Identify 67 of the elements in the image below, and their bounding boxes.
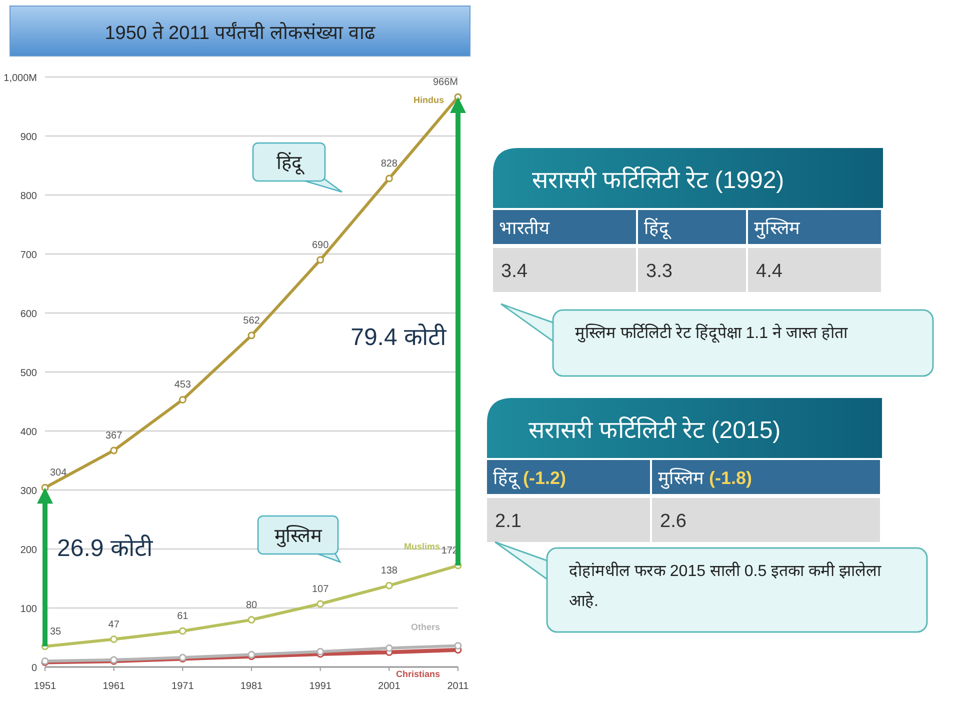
x-tick-label: 1991 bbox=[309, 681, 332, 692]
data-label: 2.1 bbox=[495, 511, 522, 532]
y-tick-label: 1,000M bbox=[4, 73, 37, 84]
data-label: 828 bbox=[380, 158, 398, 170]
data-label: 367 bbox=[105, 430, 123, 442]
series-label: Others bbox=[410, 622, 440, 632]
point bbox=[385, 174, 393, 182]
data-label: 80 bbox=[246, 600, 258, 611]
y-tick-label: 500 bbox=[20, 368, 38, 379]
x-tick-label: 1951 bbox=[34, 681, 57, 692]
text: सरासरी फर्टिलिटी रेट (2015) bbox=[528, 416, 781, 444]
point bbox=[178, 627, 186, 635]
category-label: मुस्लिम bbox=[754, 217, 801, 239]
data-label: 4.4 bbox=[756, 261, 783, 282]
data-label: 2.6 bbox=[660, 511, 686, 532]
data-label: 966M bbox=[432, 77, 458, 88]
y-tick-label: 800 bbox=[20, 191, 38, 202]
y-tick-label: 900 bbox=[20, 132, 38, 143]
data-label: 453 bbox=[174, 380, 192, 391]
text: Muslims bbox=[404, 542, 440, 552]
point bbox=[110, 446, 118, 454]
y-tick-label: 200 bbox=[20, 545, 38, 556]
point bbox=[316, 648, 324, 656]
y-tick-label: 700 bbox=[20, 250, 38, 261]
y-tick-label: 600 bbox=[20, 309, 38, 320]
x-tick-label: 1981 bbox=[240, 681, 264, 692]
annotation: 26.9 कोटी bbox=[57, 534, 154, 562]
y-tick-label: 100 bbox=[20, 604, 38, 615]
data-label: 107 bbox=[312, 584, 330, 595]
data-label: 562 bbox=[243, 315, 260, 326]
annotation: हिंदू bbox=[276, 151, 306, 175]
x-tick-label: 2001 bbox=[378, 681, 401, 692]
point bbox=[454, 642, 462, 650]
point bbox=[316, 600, 324, 608]
data-label: 690 bbox=[312, 240, 330, 251]
point bbox=[248, 332, 256, 340]
text: दोहांमधील फरक 2015 साली 0.5 इतका कमी झालेला आहे. bbox=[569, 561, 882, 610]
annotation: 79.4 कोटी bbox=[350, 323, 447, 351]
series-label: Christians bbox=[396, 669, 440, 679]
y-tick-label: 400 bbox=[20, 427, 38, 438]
point bbox=[316, 256, 324, 264]
annotation: मुस्लिम bbox=[274, 524, 322, 548]
x-tick-label: 2011 bbox=[447, 681, 470, 692]
x-tick-label: 1961 bbox=[102, 681, 126, 692]
point bbox=[178, 396, 186, 404]
category-label: भारतीय bbox=[499, 217, 550, 238]
data-label: 304 bbox=[50, 468, 68, 479]
point bbox=[110, 636, 118, 644]
point bbox=[248, 616, 256, 624]
data-label: 35 bbox=[50, 626, 62, 638]
x-tick-label: 1971 bbox=[172, 681, 194, 692]
data-label: 138 bbox=[380, 566, 398, 577]
text: सरासरी फर्टिलिटी रेट (1992) bbox=[532, 166, 784, 194]
y-tick-label: 300 bbox=[20, 486, 38, 497]
category-label: हिंदू (-1.2) bbox=[493, 467, 566, 490]
chart-title: 1950 ते 2011 पर्यंतची लोकसंख्या वाढ bbox=[104, 21, 376, 44]
text: मुस्लिम फर्टिलिटी रेट हिंदूपेक्षा 1.1 ने जास्त होता bbox=[575, 323, 848, 343]
series-label: Hindus bbox=[414, 95, 444, 106]
y-tick-label: 0 bbox=[31, 663, 38, 674]
data-label: 3.4 bbox=[501, 261, 528, 282]
point bbox=[385, 644, 393, 652]
category-label: हिंदू bbox=[644, 217, 672, 240]
data-label: 61 bbox=[177, 611, 189, 622]
data-label: 47 bbox=[108, 619, 120, 630]
category-label: मुस्लिम (-1.8) bbox=[658, 467, 752, 489]
point bbox=[385, 582, 393, 590]
data-label: 3.3 bbox=[646, 261, 672, 282]
